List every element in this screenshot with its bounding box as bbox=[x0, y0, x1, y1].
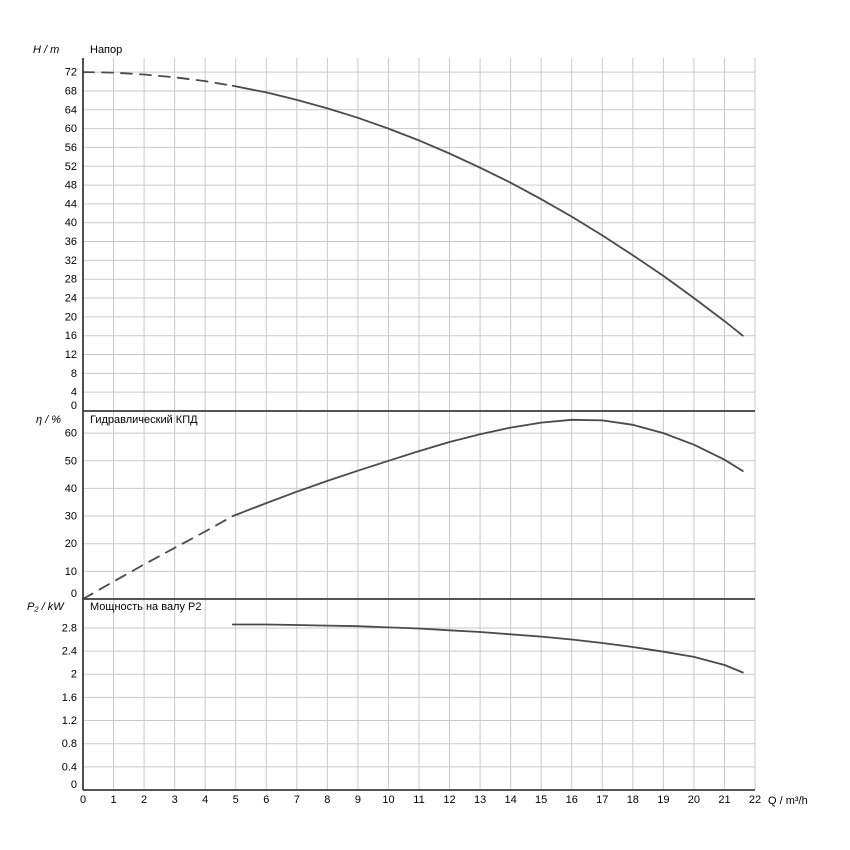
y-tick-label: 10 bbox=[65, 566, 77, 578]
efficiency-axis-unit-label: η / % bbox=[36, 414, 62, 426]
x-tick-label: 6 bbox=[263, 794, 269, 806]
y-tick-label: 20 bbox=[65, 538, 77, 550]
x-tick-label: 22 bbox=[749, 794, 761, 806]
x-tick-label: 10 bbox=[382, 794, 394, 806]
head-axis-unit-label: H / m bbox=[33, 44, 60, 56]
x-tick-label: 9 bbox=[355, 794, 361, 806]
y-tick-label: 0.8 bbox=[62, 738, 77, 750]
y-tick-label: 28 bbox=[65, 274, 77, 286]
flow-axis-unit-label: Q / m³/h bbox=[768, 795, 808, 807]
x-tick-label: 7 bbox=[294, 794, 300, 806]
y-tick-label: 68 bbox=[65, 85, 77, 97]
power-axis-unit-label: P₂ / kW bbox=[27, 601, 64, 613]
y-tick-label: 36 bbox=[65, 236, 77, 248]
curve-shaft-power bbox=[231, 623, 744, 674]
y-tick-label: 2 bbox=[71, 669, 77, 681]
y-tick-label: 0.4 bbox=[62, 761, 77, 773]
x-tick-label: 18 bbox=[627, 794, 639, 806]
x-tick-label: 17 bbox=[596, 794, 608, 806]
y-tick-label: 44 bbox=[65, 198, 77, 210]
x-tick-label: 4 bbox=[202, 794, 208, 806]
x-tick-label: 16 bbox=[566, 794, 578, 806]
power-chart-title: Мощность на валу P2 bbox=[90, 601, 202, 613]
y-tick-label: 0 bbox=[71, 400, 77, 412]
y-tick-label: 56 bbox=[65, 142, 77, 154]
y-tick-label: 24 bbox=[65, 293, 77, 305]
x-tick-label: 8 bbox=[324, 794, 330, 806]
y-tick-label: 40 bbox=[65, 217, 77, 229]
y-tick-label: 40 bbox=[65, 483, 77, 495]
y-tick-label: 12 bbox=[65, 349, 77, 361]
x-tick-label: 13 bbox=[474, 794, 486, 806]
y-tick-label: 48 bbox=[65, 180, 77, 192]
y-tick-label: 60 bbox=[65, 428, 77, 440]
efficiency-chart-title: Гидравлический КПД bbox=[90, 414, 198, 426]
x-tick-label: 1 bbox=[110, 794, 116, 806]
curve-head bbox=[231, 84, 744, 337]
x-tick-label: 20 bbox=[688, 794, 700, 806]
y-tick-label: 0 bbox=[71, 588, 77, 600]
x-tick-label: 5 bbox=[233, 794, 239, 806]
y-tick-label: 16 bbox=[65, 330, 77, 342]
x-tick-label: 15 bbox=[535, 794, 547, 806]
y-tick-label: 52 bbox=[65, 161, 77, 173]
x-tick-label: 3 bbox=[172, 794, 178, 806]
x-tick-label: 19 bbox=[657, 794, 669, 806]
x-tick-label: 0 bbox=[80, 794, 86, 806]
y-tick-label: 60 bbox=[65, 123, 77, 135]
curve-efficiency-extrapolated bbox=[82, 515, 234, 600]
y-tick-label: 72 bbox=[65, 67, 77, 79]
y-tick-label: 2.4 bbox=[62, 646, 77, 658]
x-tick-label: 11 bbox=[413, 794, 424, 806]
y-tick-label: 64 bbox=[65, 104, 77, 116]
x-tick-label: 2 bbox=[141, 794, 147, 806]
head-chart-title: Напор bbox=[90, 44, 123, 56]
y-tick-label: 30 bbox=[65, 511, 77, 523]
y-tick-label: 8 bbox=[71, 368, 77, 380]
y-tick-label: 50 bbox=[65, 455, 77, 467]
x-tick-label: 14 bbox=[505, 794, 517, 806]
y-tick-label: 20 bbox=[65, 311, 77, 323]
y-tick-label: 1.6 bbox=[62, 692, 77, 704]
curve-head-extrapolated bbox=[82, 71, 234, 87]
y-tick-label: 4 bbox=[71, 387, 77, 399]
y-tick-label: 0 bbox=[71, 779, 77, 791]
y-tick-label: 1.2 bbox=[62, 715, 77, 727]
x-tick-label: 12 bbox=[443, 794, 455, 806]
x-tick-label: 21 bbox=[718, 794, 730, 806]
curve-efficiency bbox=[231, 418, 744, 517]
y-tick-label: 2.8 bbox=[62, 622, 77, 634]
y-tick-label: 32 bbox=[65, 255, 77, 267]
